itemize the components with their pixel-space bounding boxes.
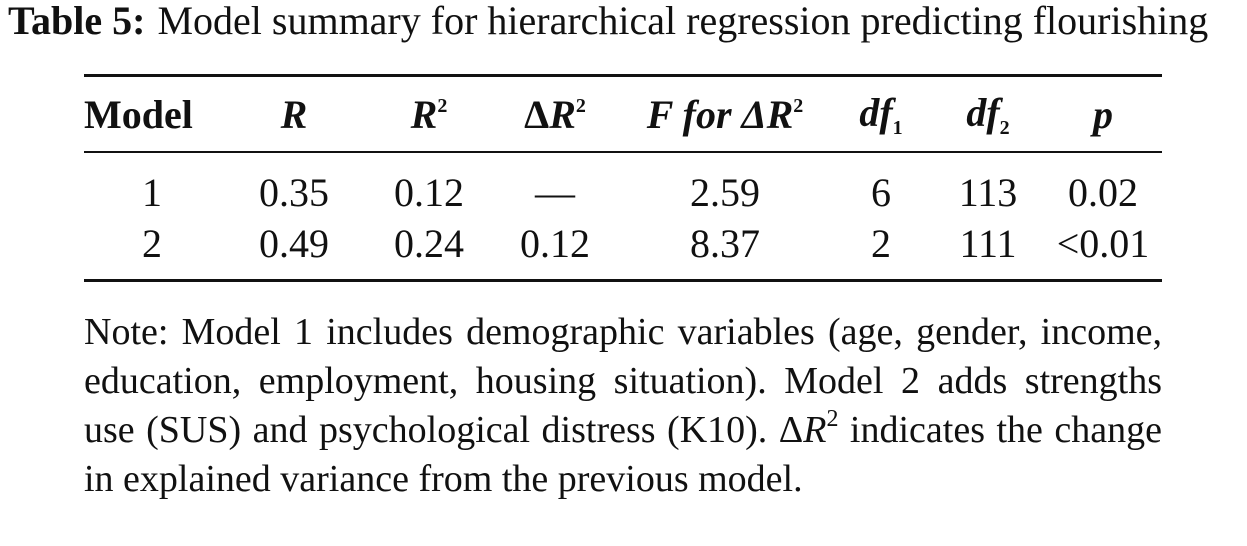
cell-df1: 6 [871, 170, 891, 215]
cell-model: 2 [142, 221, 162, 266]
table-row: 1 0.35 0.12 — 2.59 6 113 0.02 [84, 152, 1162, 218]
cell-f-change: 2.59 [690, 170, 760, 215]
cell-delta-r-squared: 0.12 [520, 221, 590, 266]
table-note: Note: Model 1 includes demographic varia… [84, 308, 1162, 504]
note-superscript: 2 [826, 406, 839, 432]
cell-r: 0.35 [259, 170, 329, 215]
cell-r-squared: 0.12 [394, 170, 464, 215]
cell-df2: 113 [958, 170, 1018, 215]
table-title: Model summary for hierarchical regressio… [157, 0, 1209, 43]
header-r: R [280, 91, 308, 137]
header-delta-r-squared: ΔR2 [524, 91, 586, 137]
cell-delta-r-squared: — [535, 170, 575, 215]
cell-p: 0.02 [1068, 170, 1138, 215]
table-caption: Table 5: Model summary for hierarchical r… [8, 0, 1208, 44]
header-p: p [1093, 91, 1113, 137]
header-f-change: F for ΔR2 [646, 91, 804, 137]
table-row: 2 0.49 0.24 0.12 8.37 2 111 <0.01 [84, 218, 1162, 281]
header-df2: df2 [966, 89, 1010, 139]
note-text-part2: indicates the change in explained varian… [84, 409, 1162, 500]
regression-table: Model R R2 ΔR2 F for ΔR2 df1 df2 p 1 0.3… [84, 74, 1162, 282]
cell-f-change: 8.37 [690, 221, 760, 266]
header-r-squared: R2 [410, 91, 448, 137]
cell-df1: 2 [871, 221, 891, 266]
table-header-row: Model R R2 ΔR2 F for ΔR2 df1 df2 p [84, 75, 1162, 152]
note-text-part1: Note: Model 1 includes demographic varia… [84, 311, 1162, 451]
cell-df2: 111 [959, 221, 1017, 266]
cell-r: 0.49 [259, 221, 329, 266]
header-model: Model [84, 91, 193, 137]
cell-p: <0.01 [1056, 221, 1150, 266]
table-label: Table 5: [8, 0, 146, 43]
header-df1: df1 [859, 89, 903, 139]
cell-model: 1 [142, 170, 162, 215]
note-r-symbol: R [803, 409, 827, 451]
cell-r-squared: 0.24 [394, 221, 464, 266]
